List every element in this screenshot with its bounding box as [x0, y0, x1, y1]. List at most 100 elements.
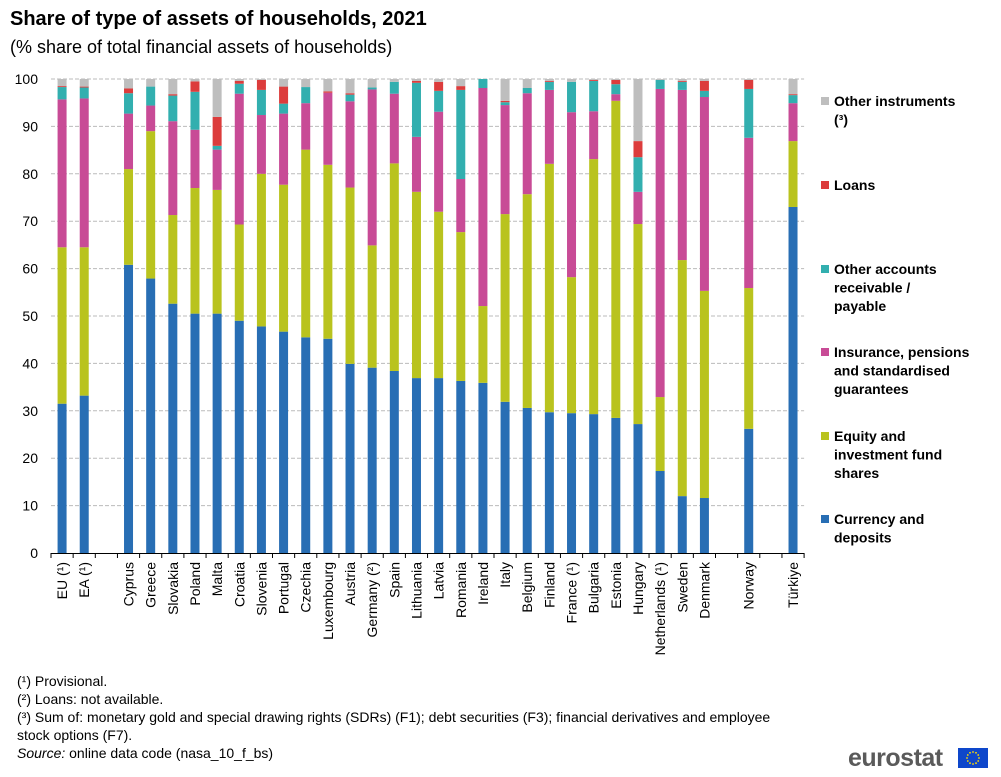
bar-segment-5: [744, 79, 754, 89]
bar-segment-3: [434, 111, 444, 212]
bar-segment-4: [522, 88, 532, 94]
y-tick-label: 20: [22, 450, 38, 466]
bar-segment-6: [677, 79, 687, 81]
x-tick-label: France (¹): [564, 562, 580, 623]
bar-segment-5: [456, 86, 466, 90]
bar-segment-1: [190, 313, 200, 553]
bar-segment-2: [611, 100, 621, 418]
source-label: Source:: [17, 745, 66, 761]
bar-segment-5: [788, 94, 798, 96]
y-tick-label: 0: [30, 545, 38, 561]
bar-segment-5: [677, 80, 687, 82]
bar-segment-5: [323, 91, 333, 93]
bar-segment-4: [79, 87, 89, 99]
x-tick-label: Belgium: [519, 562, 535, 613]
bar-segment-4: [190, 91, 200, 130]
x-tick-label: Slovakia: [165, 562, 181, 615]
bar-segment-5: [345, 93, 355, 95]
bar-segment-2: [655, 397, 665, 471]
x-tick-label: Netherlands (¹): [652, 562, 668, 655]
bar-segment-6: [611, 79, 621, 80]
bar-segment-6: [301, 79, 311, 88]
legend-swatch-4: [821, 265, 829, 273]
bar-segment-5: [124, 88, 134, 94]
bar-segment-2: [522, 194, 532, 408]
bar-segment-3: [234, 93, 244, 225]
bar-segment-5: [168, 94, 178, 96]
bar-segment-2: [567, 277, 577, 414]
bar-segment-2: [478, 306, 488, 383]
bar-segment-2: [500, 214, 510, 402]
bar-segment-1: [256, 326, 266, 553]
x-tick-label: Romania: [453, 562, 469, 618]
bar-segment-1: [744, 428, 754, 553]
legend-label-1: Currency and deposits: [834, 511, 924, 546]
eu-flag-icon: [958, 748, 988, 768]
bar-segment-1: [411, 378, 421, 553]
bar-segment-3: [589, 111, 599, 160]
bar-segment-4: [611, 84, 621, 95]
legend-label-4: Other accounts receivable / payable: [834, 261, 937, 314]
bar-segment-1: [567, 413, 577, 553]
bar-segment-4: [677, 81, 687, 90]
bar-segment-2: [677, 260, 687, 497]
bar-segment-4: [744, 88, 754, 138]
x-tick-label: Denmark: [696, 561, 712, 619]
bar-segment-6: [411, 79, 421, 81]
bar-segment-3: [190, 129, 200, 189]
x-tick-label: EA (¹): [76, 562, 92, 598]
x-tick-label: Norway: [741, 562, 757, 609]
bar-segment-1: [677, 496, 687, 553]
bar-segment-6: [655, 79, 665, 80]
x-tick-label: Lithuania: [408, 562, 424, 619]
bar-segment-3: [500, 105, 510, 215]
bar-segment-2: [168, 215, 178, 304]
bar-segment-4: [124, 93, 134, 114]
bar-segment-4: [478, 79, 488, 89]
eurostat-logo: eurostat: [848, 744, 943, 772]
y-tick-label: 10: [22, 498, 38, 514]
bar-segment-1: [434, 378, 444, 553]
x-tick-label: Poland: [187, 562, 203, 606]
y-tick-label: 50: [22, 308, 38, 324]
x-tick-label: EU (¹): [54, 562, 70, 599]
bar-segment-1: [323, 338, 333, 553]
bar-segment-6: [544, 79, 554, 81]
footnote-3: (³) Sum of: monetary gold and special dr…: [17, 709, 771, 743]
bar-segment-3: [544, 89, 554, 164]
bar-segment-4: [456, 89, 466, 180]
bar-segment-4: [500, 102, 510, 106]
x-tick-label: Estonia: [608, 562, 624, 609]
y-tick-label: 90: [22, 118, 38, 134]
bar-segment-3: [345, 101, 355, 188]
bar-segment-5: [699, 80, 709, 91]
y-tick-label: 40: [22, 355, 38, 371]
bar-segment-5: [411, 80, 421, 83]
x-tick-label: Finland: [541, 562, 557, 608]
bar-segment-1: [389, 370, 399, 553]
bar-segment-2: [744, 288, 754, 429]
bar-segment-6: [434, 79, 444, 82]
x-tick-label: Bulgaria: [586, 562, 602, 614]
legend-swatch-6: [821, 97, 829, 105]
bar-segment-4: [434, 90, 444, 112]
x-tick-label: Germany (²): [364, 562, 380, 637]
bar-segment-2: [57, 247, 67, 404]
bar-segment-2: [190, 188, 200, 314]
bar-segment-5: [279, 86, 289, 104]
bar-segment-6: [79, 79, 89, 87]
bar-segment-3: [633, 191, 643, 225]
bar-segment-2: [367, 245, 377, 368]
bar-segment-1: [788, 206, 798, 554]
bar-segment-3: [212, 149, 222, 190]
bar-segment-3: [744, 137, 754, 289]
bar-segment-1: [456, 380, 466, 553]
bar-segment-3: [677, 89, 687, 261]
y-tick-label: 100: [15, 71, 39, 87]
bar-segment-5: [633, 141, 643, 158]
bar-segment-3: [389, 93, 399, 164]
bar-segment-2: [788, 141, 798, 207]
bar-segment-5: [611, 79, 621, 85]
x-tick-label: Cyprus: [121, 562, 137, 606]
